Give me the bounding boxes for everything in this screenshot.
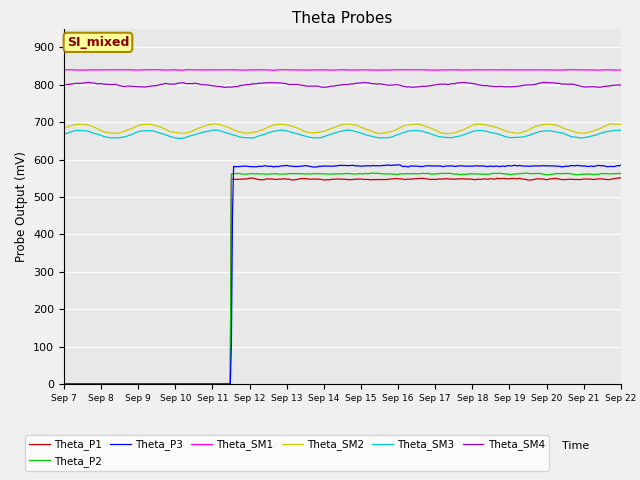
Line: Theta_SM2: Theta_SM2 [64, 124, 621, 134]
Theta_P2 [362, 170, 369, 176]
Theta_P1 [324, 177, 332, 182]
Y-axis label: Probe Output (mV): Probe Output (mV) [15, 151, 28, 262]
Theta_SM1 [330, 67, 338, 73]
Theta_P2 [368, 170, 376, 176]
Theta_P1 [392, 176, 399, 181]
Theta_P1 [616, 175, 623, 180]
Theta_SM3 [606, 128, 614, 134]
Line: Theta_P2: Theta_P2 [64, 173, 621, 384]
Theta_SM4 [330, 83, 338, 89]
Text: Time: Time [561, 441, 589, 451]
Theta_SM2 [328, 125, 335, 131]
Theta_P1 [516, 176, 524, 181]
Title: Theta Probes: Theta Probes [292, 11, 392, 26]
Theta_SM4 [364, 80, 371, 85]
Theta_P3 [362, 163, 369, 168]
Theta_P2 [60, 381, 68, 387]
Theta_P1 [617, 175, 625, 181]
Theta_SM4 [327, 84, 335, 89]
Theta_SM1 [394, 67, 401, 72]
Theta_P3 [617, 162, 625, 168]
Theta_P3 [395, 162, 403, 168]
Theta_SM2 [605, 121, 612, 127]
Theta_P3 [392, 162, 399, 168]
Theta_SM2 [518, 130, 525, 135]
Theta_SM2 [443, 131, 451, 137]
Theta_P2 [518, 171, 525, 177]
Line: Theta_SM4: Theta_SM4 [64, 82, 621, 87]
Legend: Theta_P1, Theta_P2, Theta_P3, Theta_SM1, Theta_SM2, Theta_SM3, Theta_SM4: Theta_P1, Theta_P2, Theta_P3, Theta_SM1,… [25, 435, 549, 471]
Theta_P2 [324, 171, 332, 177]
Theta_SM1 [617, 67, 625, 73]
Theta_P2 [617, 171, 625, 177]
Line: Theta_P3: Theta_P3 [64, 165, 621, 384]
Theta_P3 [324, 163, 332, 169]
Theta_P2 [393, 171, 401, 177]
Theta_P2 [605, 171, 612, 177]
Theta_SM2 [362, 126, 369, 132]
Theta_SM3 [519, 134, 527, 140]
Theta_P3 [60, 381, 68, 387]
Theta_SM3 [329, 131, 337, 136]
Theta_SM2 [324, 127, 332, 132]
Text: SI_mixed: SI_mixed [67, 36, 129, 49]
Line: Theta_SM3: Theta_SM3 [64, 130, 621, 139]
Theta_SM1 [364, 67, 371, 73]
Theta_SM3 [617, 127, 625, 133]
Theta_SM3 [60, 132, 68, 137]
Theta_SM3 [364, 132, 371, 138]
Theta_SM2 [392, 127, 399, 133]
Theta_SM3 [394, 132, 401, 137]
Theta_SM3 [176, 136, 184, 142]
Theta_SM2 [608, 121, 616, 127]
Theta_SM2 [617, 121, 625, 127]
Theta_P3 [328, 163, 335, 169]
Theta_SM4 [60, 82, 68, 88]
Theta_P1 [60, 381, 68, 387]
Theta_SM4 [221, 84, 228, 90]
Theta_SM4 [606, 83, 614, 89]
Theta_SM3 [326, 132, 333, 138]
Theta_SM1 [519, 67, 527, 73]
Theta_SM4 [394, 82, 401, 88]
Theta_P2 [328, 171, 335, 177]
Theta_SM4 [617, 82, 625, 88]
Line: Theta_P1: Theta_P1 [64, 178, 621, 384]
Theta_P1 [362, 177, 369, 182]
Theta_SM1 [327, 67, 335, 73]
Theta_P3 [518, 163, 525, 169]
Theta_SM4 [519, 83, 527, 88]
Theta_SM2 [60, 125, 68, 131]
Theta_SM3 [344, 127, 351, 133]
Theta_P1 [328, 177, 335, 182]
Theta_SM1 [606, 67, 614, 73]
Theta_P3 [605, 164, 612, 169]
Theta_SM1 [60, 67, 68, 73]
Theta_P1 [604, 177, 611, 182]
Theta_SM4 [84, 79, 92, 85]
Theta_SM1 [270, 67, 278, 73]
Theta_SM1 [279, 67, 287, 72]
